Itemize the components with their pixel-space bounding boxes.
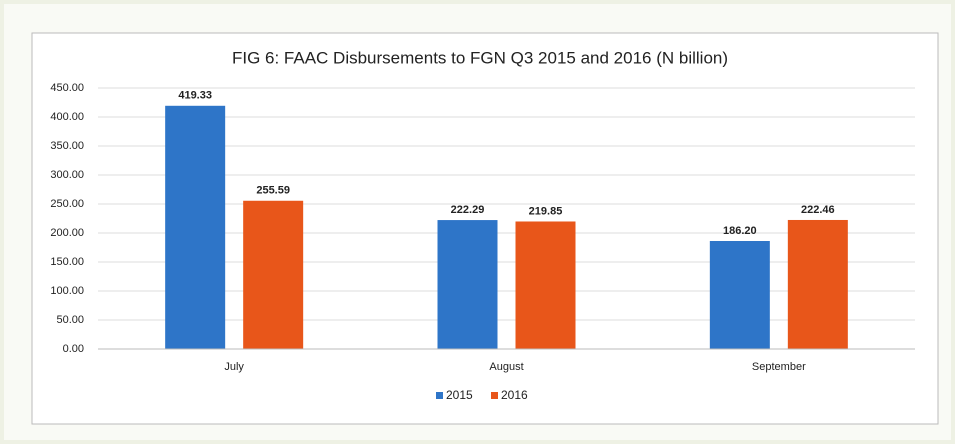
y-tick-label: 300.00	[50, 169, 84, 181]
bar	[243, 200, 304, 349]
y-tick-label: 350.00	[50, 140, 84, 152]
bar	[437, 220, 498, 349]
data-label: 219.85	[529, 205, 563, 217]
y-tick-label: 150.00	[50, 256, 84, 268]
y-tick-label: 50.00	[56, 314, 84, 326]
bar	[787, 219, 848, 349]
data-label: 222.29	[451, 204, 485, 216]
y-tick-label: 400.00	[50, 111, 84, 123]
y-tick-label: 0.00	[63, 343, 84, 355]
data-label: 255.59	[256, 185, 290, 197]
bar	[709, 241, 770, 349]
legend-swatch	[491, 392, 498, 399]
x-tick-label: July	[224, 361, 244, 373]
bar	[515, 221, 576, 349]
y-tick-label: 100.00	[50, 285, 84, 297]
bar	[165, 105, 226, 349]
x-tick-label: September	[752, 361, 806, 373]
legend-label: 2016	[501, 388, 528, 402]
data-label: 419.33	[178, 90, 212, 102]
chart-title: FIG 6: FAAC Disbursements to FGN Q3 2015…	[232, 48, 728, 67]
data-label: 222.46	[801, 204, 835, 216]
x-tick-label: August	[489, 361, 523, 373]
legend-swatch	[436, 392, 443, 399]
y-tick-label: 450.00	[50, 82, 84, 94]
y-tick-label: 250.00	[50, 198, 84, 210]
legend-label: 2015	[446, 388, 473, 402]
y-tick-label: 200.00	[50, 227, 84, 239]
data-label: 186.20	[723, 225, 757, 237]
